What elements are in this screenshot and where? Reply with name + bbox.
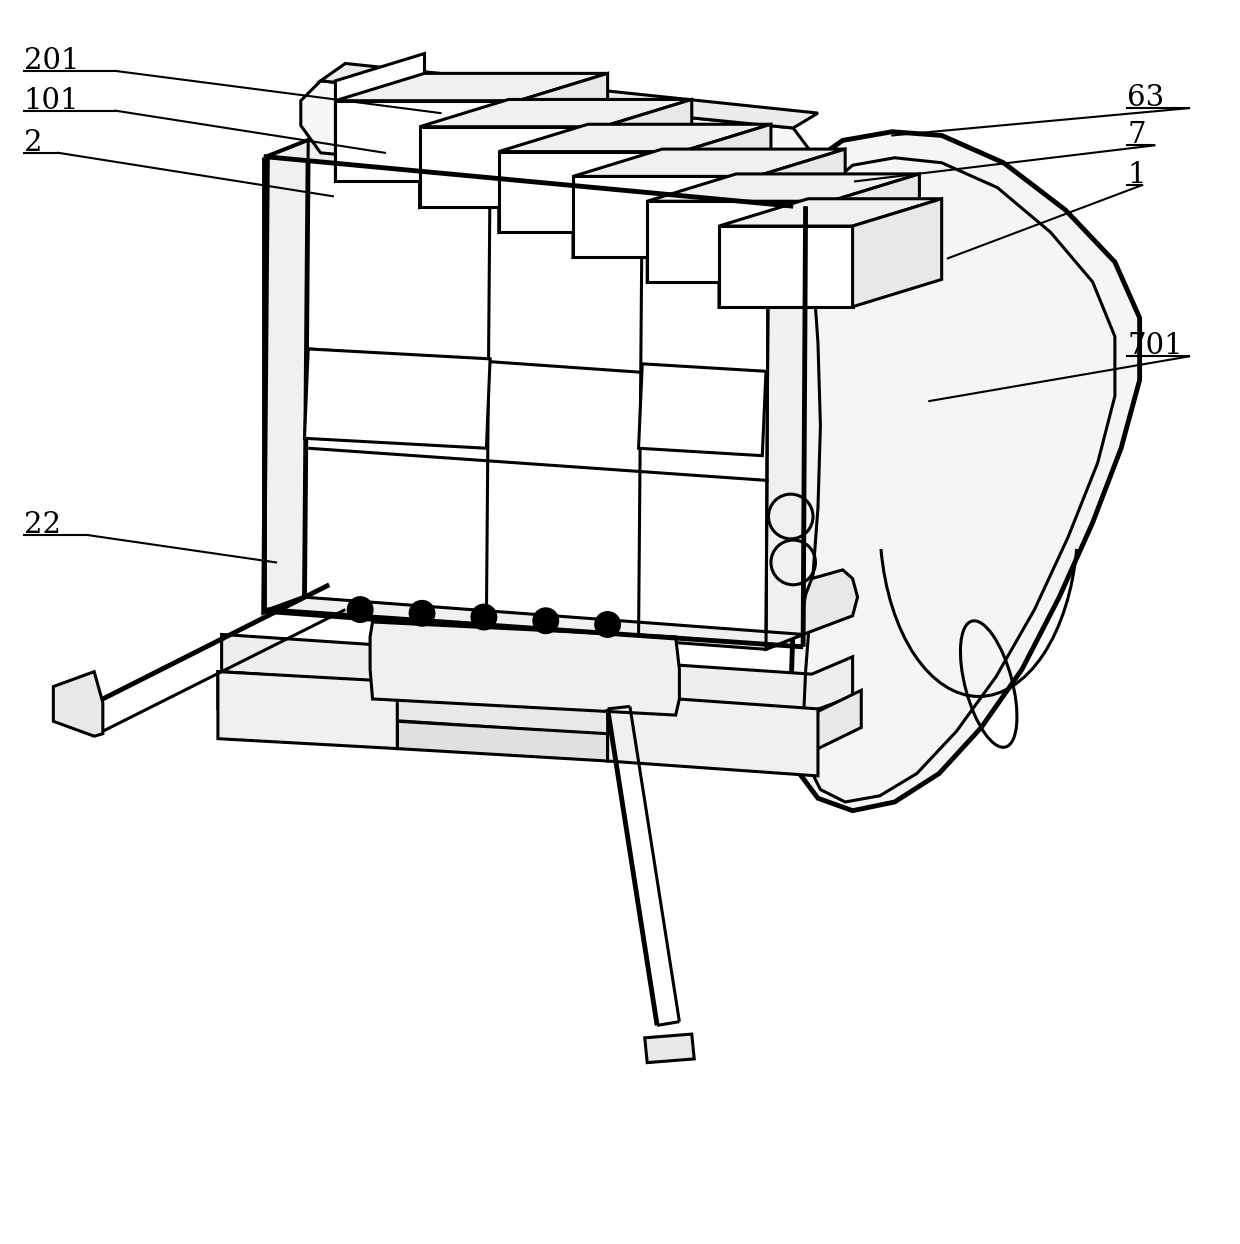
Polygon shape [518,73,608,182]
Polygon shape [608,694,818,776]
Polygon shape [370,622,680,715]
Text: 63: 63 [1127,85,1164,112]
Polygon shape [268,141,806,207]
Polygon shape [766,190,806,649]
Polygon shape [264,597,804,649]
Polygon shape [719,226,853,307]
Polygon shape [498,152,682,233]
Polygon shape [419,83,508,208]
Polygon shape [336,73,608,101]
Polygon shape [336,101,518,182]
Polygon shape [719,185,794,307]
Circle shape [471,605,496,629]
Text: 7: 7 [1127,122,1146,149]
Polygon shape [682,124,771,233]
Circle shape [409,601,434,626]
Polygon shape [647,202,831,282]
Polygon shape [498,124,771,152]
Polygon shape [397,722,608,761]
Polygon shape [831,174,919,282]
Polygon shape [498,108,588,233]
Polygon shape [573,133,662,258]
Polygon shape [756,149,846,258]
Polygon shape [853,199,941,307]
Text: 2: 2 [24,129,42,157]
Text: 1: 1 [1127,162,1146,189]
Polygon shape [264,141,309,612]
Polygon shape [53,672,103,736]
Polygon shape [639,363,766,455]
Polygon shape [645,1034,694,1062]
Polygon shape [218,672,862,749]
Text: 101: 101 [24,87,79,114]
Polygon shape [647,174,919,202]
Polygon shape [301,81,833,200]
Polygon shape [804,570,858,634]
Polygon shape [647,158,737,282]
Circle shape [533,608,558,633]
Polygon shape [719,199,941,226]
Polygon shape [222,634,853,712]
Circle shape [347,597,372,622]
Polygon shape [419,100,692,127]
Text: 201: 201 [24,47,79,75]
Circle shape [595,612,620,637]
Text: 22: 22 [24,511,61,539]
Polygon shape [787,132,1140,811]
Polygon shape [573,177,756,258]
Text: 701: 701 [1127,332,1183,361]
Polygon shape [321,63,818,128]
Polygon shape [573,149,846,177]
Polygon shape [218,672,397,749]
Polygon shape [305,348,490,448]
Polygon shape [603,100,692,208]
Polygon shape [336,53,424,182]
Polygon shape [419,127,603,208]
